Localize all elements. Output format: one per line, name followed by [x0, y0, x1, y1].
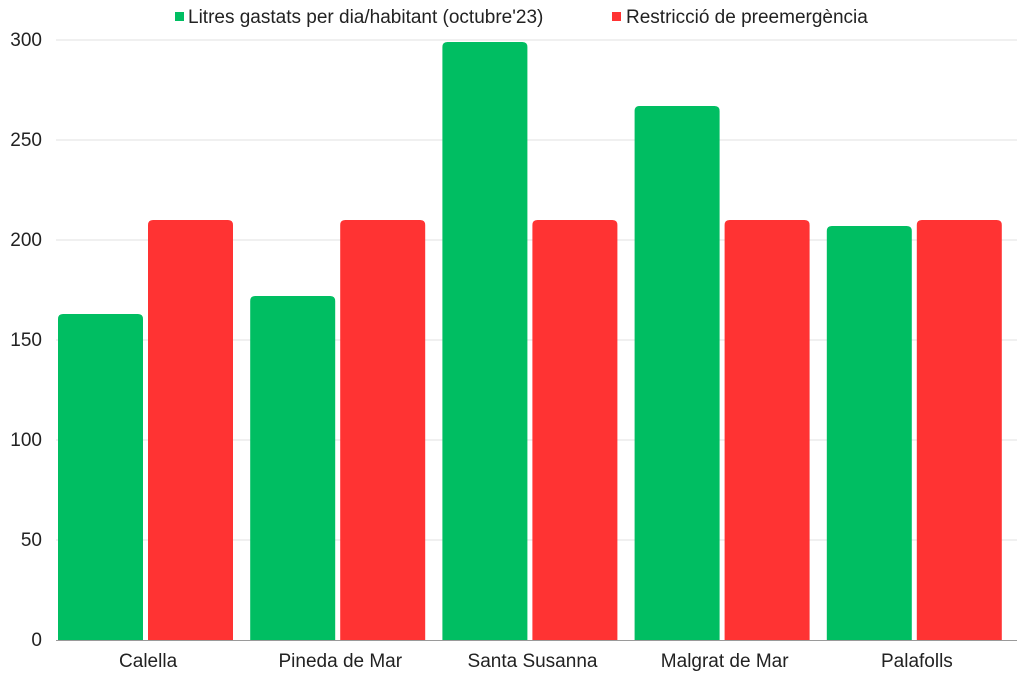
y-tick-label: 50	[21, 530, 42, 551]
x-tick-label: Pineda de Mar	[279, 651, 403, 672]
x-tick-label: Palafolls	[881, 651, 953, 672]
bar-palafolls-series-2	[916, 220, 1002, 640]
legend-swatch-1	[175, 12, 184, 21]
legend-label-1: Litres gastats per dia/habitant (octubre…	[188, 7, 543, 28]
x-axis-labels: Calella Pineda de Mar Santa Susanna Malgrat…	[119, 651, 953, 672]
bars	[58, 42, 1002, 640]
x-tick-label: Malgrat de Mar	[661, 651, 789, 672]
y-tick-label: 100	[10, 430, 42, 451]
y-tick-label: 200	[10, 230, 42, 251]
y-tick-label: 250	[10, 130, 42, 151]
y-axis-ticks: 0 50 100 150 200 250 300	[10, 30, 42, 651]
bar-malgrat-de-mar-series-2	[724, 220, 810, 640]
y-tick-label: 0	[31, 630, 42, 651]
x-tick-label: Santa Susanna	[468, 651, 598, 672]
legend-label-2: Restricció de preemergència	[626, 7, 868, 28]
bar-malgrat-de-mar-series-1	[634, 106, 720, 640]
bar-santa-susanna-series-2	[532, 220, 618, 640]
y-tick-label: 300	[10, 30, 42, 51]
legend-swatch-2	[612, 12, 621, 21]
bar-santa-susanna-series-1	[442, 42, 528, 640]
bar-calella-series-1	[58, 314, 143, 640]
bar-palafolls-series-1	[826, 226, 912, 640]
x-tick-label: Calella	[119, 651, 178, 672]
bar-calella-series-2	[148, 220, 233, 640]
y-tick-label: 150	[10, 330, 42, 351]
bar-pineda-de-mar-series-2	[340, 220, 426, 640]
legend: Litres gastats per dia/habitant (octubre…	[175, 7, 868, 28]
bar-pineda-de-mar-series-1	[250, 296, 336, 640]
